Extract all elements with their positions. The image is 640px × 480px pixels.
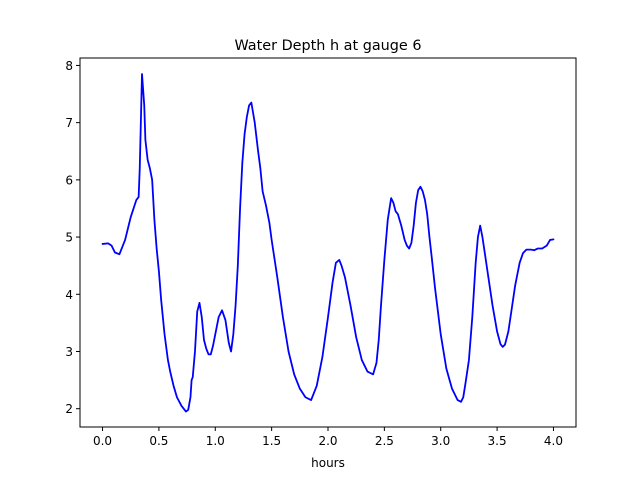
series-layer [101,73,555,413]
x-axis-ticks: 0.0 0.5 1.0 1.5 2.0 2.5 3.0 3.5 4.0 [93,427,563,448]
y-tick-label: 2 [65,402,73,416]
y-tick-label: 4 [65,288,73,302]
y-tick-label: 7 [65,116,73,130]
x-tick-label: 4.0 [544,434,563,448]
series-line-0 [101,73,555,413]
x-axis-label: hours [311,456,345,470]
y-tick-label: 8 [65,59,73,73]
x-tick-label: 2.0 [318,434,337,448]
x-tick-label: 3.0 [431,434,450,448]
x-tick-label: 2.5 [375,434,394,448]
x-tick-label: 1.5 [262,434,281,448]
y-tick-label: 6 [65,173,73,187]
x-tick-label: 1.0 [206,434,225,448]
y-tick-label: 5 [65,231,73,245]
y-tick-label: 3 [65,345,73,359]
x-tick-label: 0.5 [149,434,168,448]
x-tick-label: 3.5 [488,434,507,448]
chart-title: Water Depth h at gauge 6 [234,38,421,54]
y-axis-ticks: 2 3 4 5 6 7 8 [65,59,80,416]
plot-area-background [80,58,576,427]
x-tick-label: 0.0 [93,434,112,448]
